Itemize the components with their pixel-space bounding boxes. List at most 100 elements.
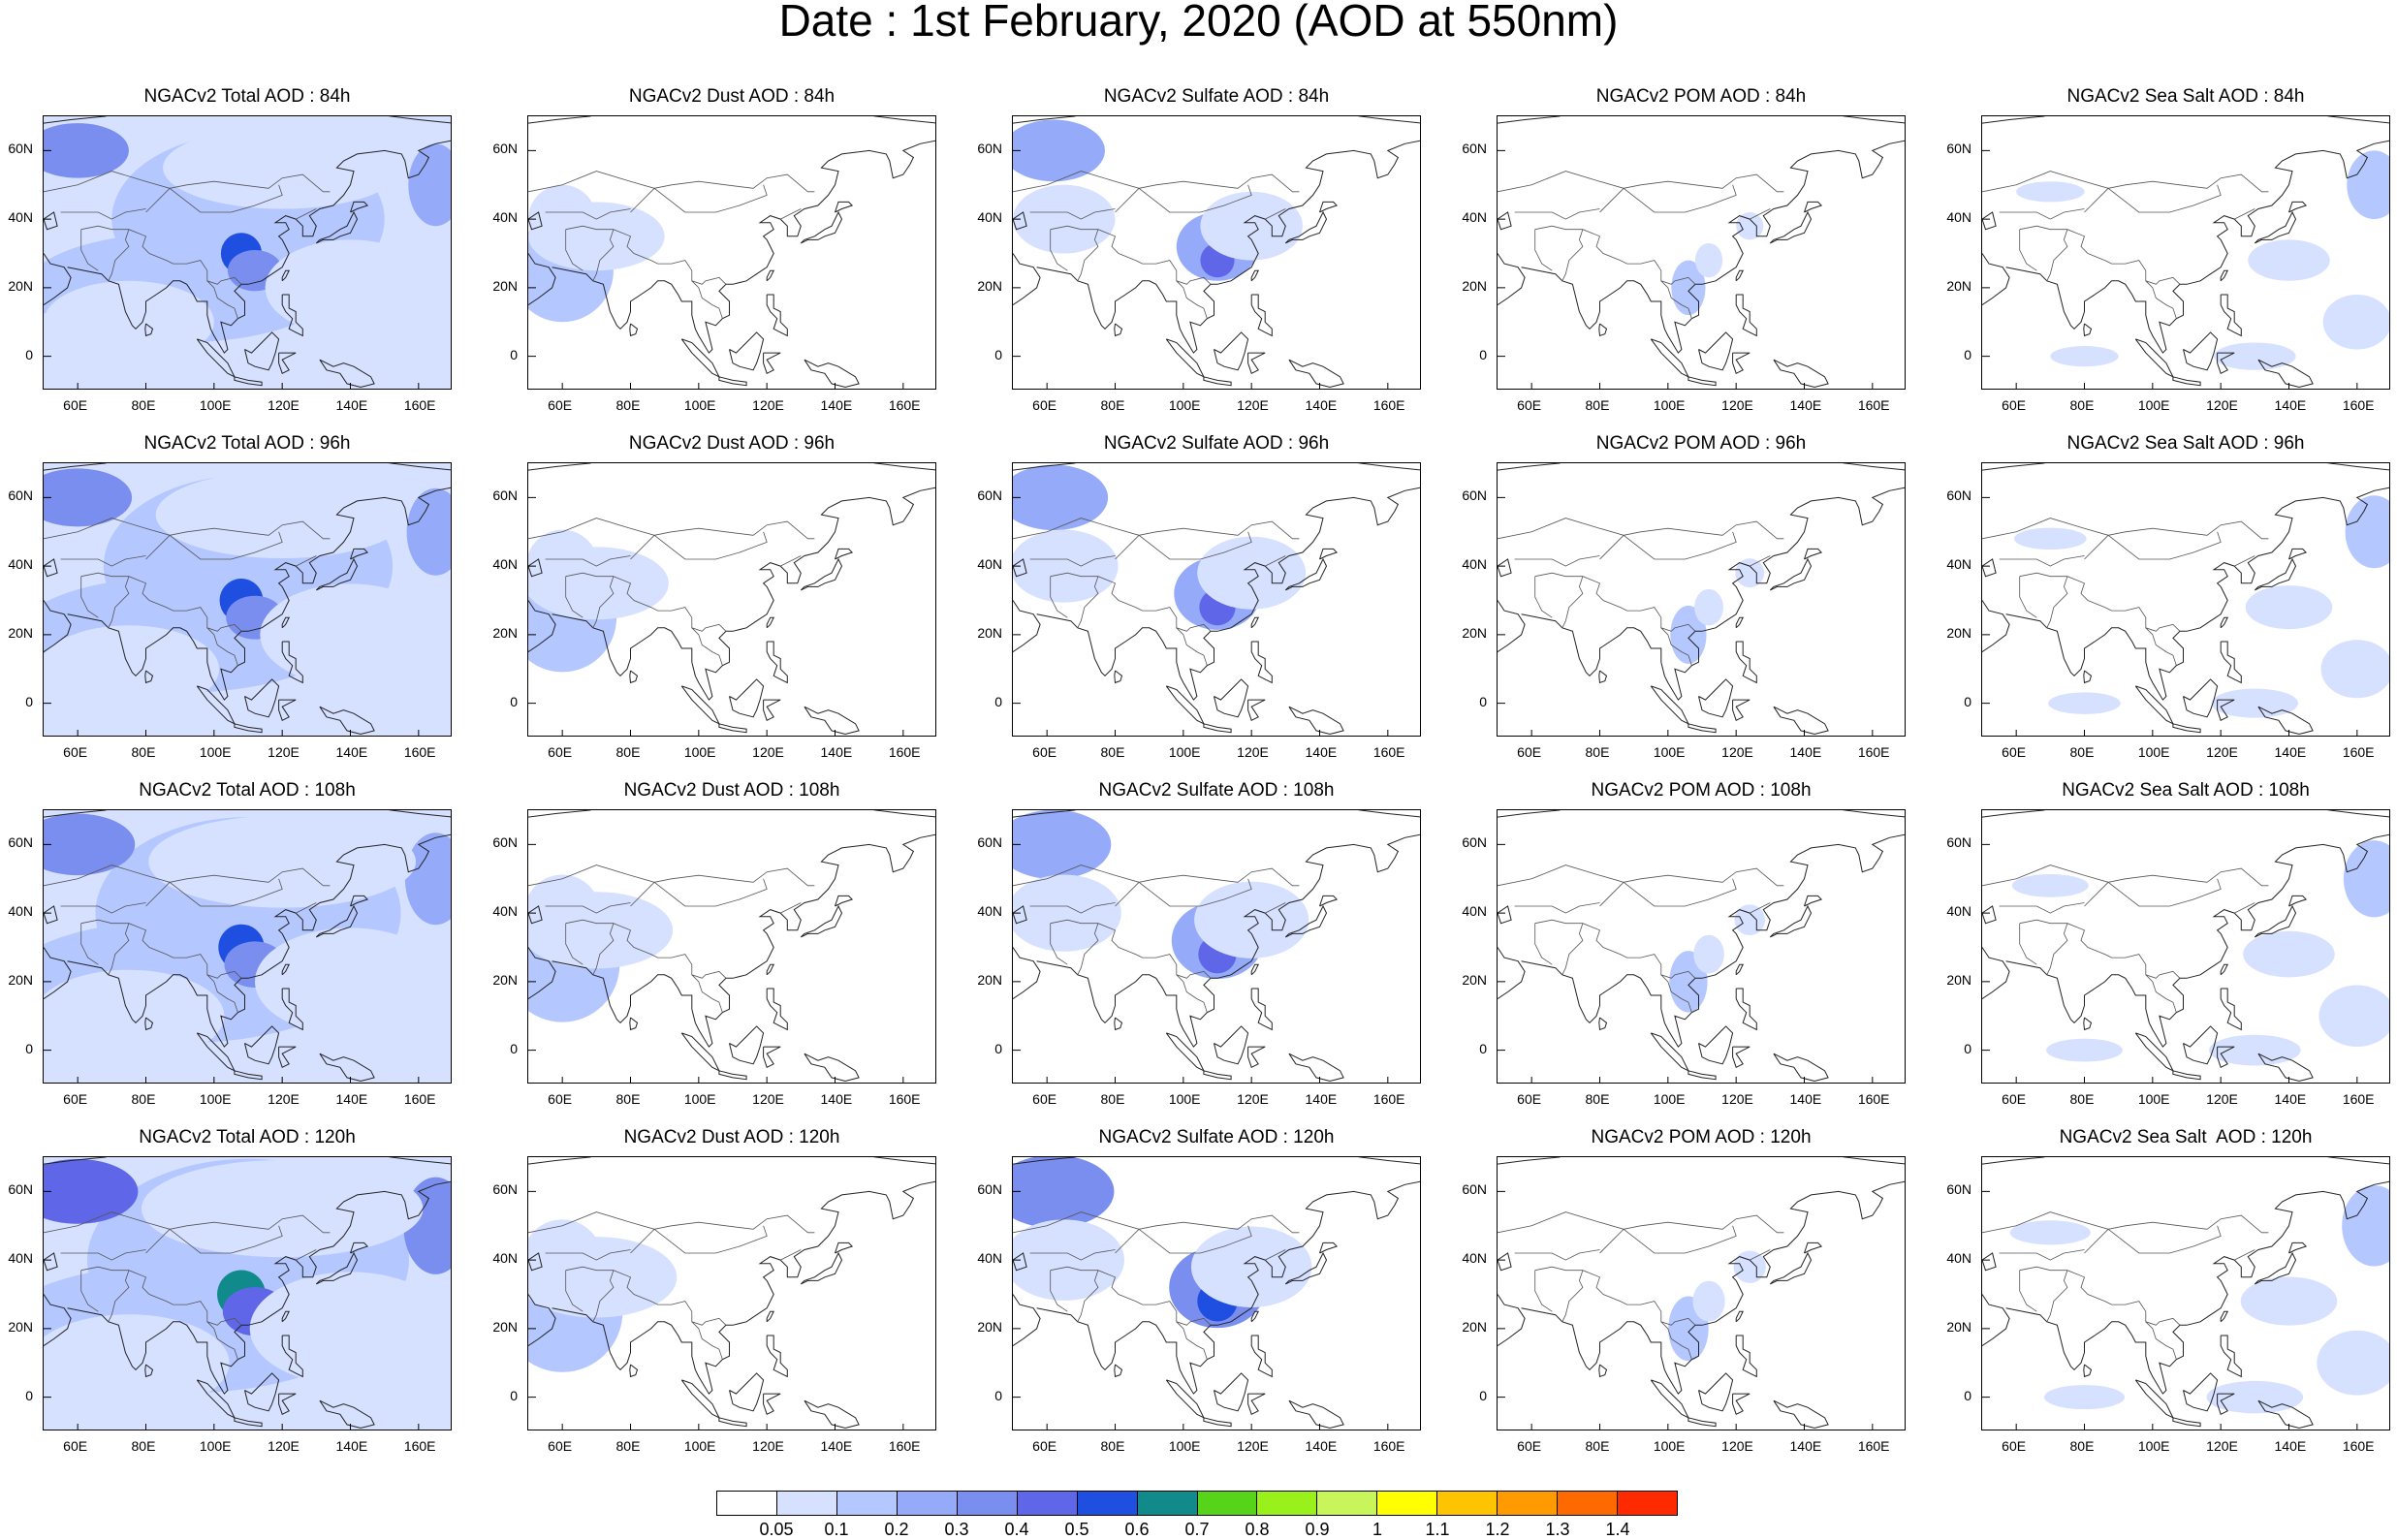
map-frame xyxy=(527,115,936,390)
country-border xyxy=(2019,919,2181,979)
coastline xyxy=(2288,201,2308,213)
lon-tick-label: 160E xyxy=(2342,397,2375,413)
lon-tick-label: 60E xyxy=(548,397,573,413)
country-border xyxy=(2084,184,2222,213)
coastline xyxy=(718,1070,747,1081)
lat-tick-label: 0 xyxy=(510,1040,518,1056)
country-border xyxy=(630,184,768,213)
map-frame xyxy=(527,462,936,737)
coastline xyxy=(1735,988,1757,1031)
coastline xyxy=(552,140,935,354)
coastline xyxy=(234,1070,263,1081)
lon-tick-label: 140E xyxy=(335,397,368,413)
lon-tick-label: 80E xyxy=(131,744,156,760)
lon-tick-label: 120E xyxy=(1721,1438,1753,1454)
country-border xyxy=(60,555,146,567)
lat-tick-label: 20N xyxy=(8,624,33,641)
country-border xyxy=(1599,531,1737,560)
colorbar-label: 0.8 xyxy=(1245,1520,1270,1539)
coastline xyxy=(1498,1157,1905,1165)
map-frame xyxy=(1012,462,1421,737)
lon-tick-label: 160E xyxy=(888,1438,921,1454)
colorbar-swatch xyxy=(1197,1492,1258,1515)
country-border xyxy=(630,531,768,560)
lon-tick-label: 160E xyxy=(2342,744,2375,760)
aod-blob xyxy=(2016,181,2085,203)
country-border xyxy=(1999,1249,2085,1261)
lon-tick-label: 140E xyxy=(1789,1091,1822,1107)
country-border xyxy=(2145,974,2177,1013)
aod-blob xyxy=(404,833,451,926)
coastline xyxy=(1982,211,1997,231)
coastline xyxy=(44,600,72,653)
country-border xyxy=(1013,171,1300,193)
coastline xyxy=(680,685,721,725)
colorbar-label: 0.4 xyxy=(1004,1520,1029,1539)
country-border xyxy=(1750,208,1771,220)
country-border xyxy=(2084,1225,2222,1254)
lat-tick-label: 60N xyxy=(1946,834,1971,851)
lon-tick-label: 80E xyxy=(1585,1438,1610,1454)
lat-tick-label: 40N xyxy=(1462,903,1487,920)
coastline xyxy=(1735,1310,1745,1323)
coastline xyxy=(763,1393,781,1416)
lon-tick-label: 60E xyxy=(63,1091,88,1107)
lon-tick-label: 140E xyxy=(335,1091,368,1107)
country-border xyxy=(296,208,317,220)
coastline xyxy=(528,1294,556,1347)
coastline xyxy=(2083,323,2093,337)
lat-tick-label: 60N xyxy=(492,834,518,851)
coastline xyxy=(1250,988,1273,1031)
country-border xyxy=(1077,576,1099,628)
lon-tick-label: 140E xyxy=(1789,744,1822,760)
coastline xyxy=(1982,810,2389,818)
lon-tick-label: 60E xyxy=(548,744,573,760)
lat-tick-label: 40N xyxy=(977,1250,1002,1267)
lon-tick-label: 120E xyxy=(752,1091,784,1107)
colorbar-label: 0.5 xyxy=(1064,1520,1089,1539)
lon-tick-label: 120E xyxy=(752,397,784,413)
lon-tick-label: 60E xyxy=(1032,744,1057,760)
coastline xyxy=(1288,1399,1344,1430)
coastline xyxy=(2220,1335,2242,1378)
coastline xyxy=(1036,833,1420,1048)
coastline xyxy=(1498,463,1905,471)
coastline xyxy=(350,895,369,907)
country-border xyxy=(80,576,99,618)
coastline xyxy=(1982,905,1997,925)
map-canvas xyxy=(528,1157,935,1430)
country-border xyxy=(80,572,242,632)
panel-title: NGACv2 Total AOD : 108h xyxy=(139,780,356,801)
country-border xyxy=(592,1270,615,1322)
panel-title: NGACv2 Sea Salt AOD : 96h xyxy=(2066,433,2305,454)
coastline xyxy=(1687,1070,1717,1081)
coastline xyxy=(1288,706,1344,736)
aod-blob xyxy=(528,874,601,952)
map-canvas xyxy=(1982,463,2389,736)
lon-tick-label: 60E xyxy=(1032,1091,1057,1107)
coastline xyxy=(1982,253,2010,306)
coastline xyxy=(244,331,280,371)
aod-blob xyxy=(2322,294,2389,350)
coastline xyxy=(2254,1251,2297,1285)
aod-blob xyxy=(2046,1038,2123,1062)
country-border xyxy=(1265,902,1286,914)
country-border xyxy=(1013,518,1300,540)
aod-blob xyxy=(1013,119,1105,182)
coastline xyxy=(1165,338,1206,378)
coastline xyxy=(234,376,263,387)
lon-tick-label: 160E xyxy=(1372,1091,1405,1107)
country-border xyxy=(1982,864,2269,887)
coastline xyxy=(766,1310,775,1323)
coastline xyxy=(718,1417,747,1428)
coastline xyxy=(800,210,843,244)
lon-tick-label: 100E xyxy=(1653,1091,1686,1107)
coastline xyxy=(1804,201,1823,213)
map-canvas xyxy=(44,1157,451,1430)
coastline xyxy=(1732,352,1750,375)
coastline xyxy=(2083,1364,2093,1378)
coastline xyxy=(680,1032,721,1072)
country-border xyxy=(80,1270,99,1312)
country-border xyxy=(1077,1270,1099,1322)
lon-tick-label: 120E xyxy=(1237,397,1269,413)
